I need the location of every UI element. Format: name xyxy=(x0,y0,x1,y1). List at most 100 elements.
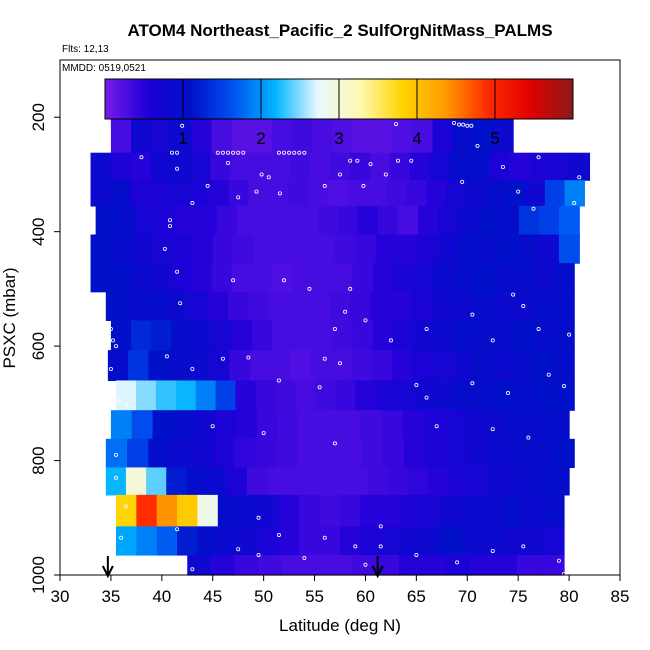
heatmap-cell xyxy=(251,263,273,293)
heatmap-cell xyxy=(426,180,447,207)
sample-point xyxy=(317,385,322,390)
sample-point xyxy=(414,552,419,557)
heatmap-cell xyxy=(289,291,311,321)
heatmap-cell xyxy=(230,152,251,181)
sample-point xyxy=(190,366,195,371)
plot-area: MMDD: 0519,0521 1 2 3 4 5 xyxy=(59,59,621,579)
sample-point xyxy=(106,381,111,386)
sample-point xyxy=(236,547,241,552)
heatmap-cell xyxy=(531,438,554,469)
heatmap-cell xyxy=(211,320,233,351)
heatmap-cell xyxy=(367,467,389,496)
sample-point xyxy=(470,312,475,317)
heatmap-cell xyxy=(412,263,434,293)
heatmap-cell xyxy=(485,180,506,207)
heatmap-cell xyxy=(151,320,172,351)
heatmap-cell xyxy=(360,494,382,527)
heatmap-cell xyxy=(277,410,299,440)
heatmap-cell xyxy=(453,263,475,293)
heatmap-cell xyxy=(294,234,316,264)
sample-point xyxy=(490,548,495,553)
heatmap-cell xyxy=(432,350,454,382)
heatmap-cell xyxy=(534,380,555,411)
heatmap-cell xyxy=(332,117,353,154)
heatmap-cell xyxy=(492,117,514,154)
heatmap-cell xyxy=(352,263,374,293)
sample-point xyxy=(175,527,180,532)
heatmap-cell xyxy=(197,494,219,527)
sample-point xyxy=(424,395,429,400)
sample-point xyxy=(302,150,307,155)
heatmap-cell xyxy=(110,320,132,351)
heatmap-cell xyxy=(498,205,520,236)
heatmap-cell xyxy=(270,152,291,181)
heatmap-cell xyxy=(171,320,193,351)
sample-point xyxy=(169,150,174,155)
heatmap-cell xyxy=(401,526,423,556)
heatmap-cell xyxy=(392,320,414,351)
sample-point xyxy=(388,338,393,343)
heatmap-cell xyxy=(403,438,426,469)
heatmap-cell xyxy=(349,152,371,181)
heatmap-cell xyxy=(564,180,585,207)
sample-point xyxy=(256,515,261,520)
heatmap-cell xyxy=(166,291,188,321)
sample-point xyxy=(516,189,521,194)
heatmap-cell xyxy=(187,554,212,576)
sample-point xyxy=(383,172,388,177)
heatmap-cell xyxy=(553,291,575,321)
heatmap-cell xyxy=(310,350,332,382)
heatmap-cell xyxy=(110,234,132,264)
heatmap-cell xyxy=(189,180,210,207)
sample-point xyxy=(167,223,172,228)
sample-point xyxy=(292,150,297,155)
heatmap-cell xyxy=(492,291,514,321)
sample-point xyxy=(277,191,282,196)
heatmap-cell xyxy=(449,152,471,181)
heatmap-cell xyxy=(250,152,271,181)
heatmap-cell xyxy=(273,234,295,264)
heatmap-cell xyxy=(233,234,255,264)
heatmap-cell xyxy=(513,320,535,351)
heatmap-cell xyxy=(90,234,112,264)
heatmap-cell xyxy=(523,494,545,527)
heatmap-cell xyxy=(485,410,508,440)
heatmap-cell xyxy=(116,494,137,527)
heatmap-cell xyxy=(380,494,402,527)
heatmap-cell xyxy=(248,291,270,321)
heatmap-cell xyxy=(352,117,373,154)
sample-point xyxy=(175,150,180,155)
sample-point xyxy=(337,172,342,177)
heatmap-cell xyxy=(128,350,150,382)
heatmap-cell xyxy=(238,494,260,527)
sample-point xyxy=(231,278,236,283)
heatmap-cell xyxy=(505,180,526,207)
y-tick-label: 200 xyxy=(29,103,48,131)
heatmap-cell xyxy=(482,526,504,556)
heatmap-cell xyxy=(533,291,555,321)
heatmap-cell xyxy=(197,526,219,556)
heatmap-cell xyxy=(523,526,545,556)
sample-point xyxy=(531,206,536,211)
heatmap-cell xyxy=(105,291,127,321)
heatmap-cell xyxy=(518,205,540,236)
heatmap-cell xyxy=(381,410,404,440)
heatmap-cell xyxy=(382,438,405,469)
heatmap-cell xyxy=(319,410,341,440)
heatmap-cell xyxy=(446,438,469,469)
heatmap-cell xyxy=(488,467,510,496)
sample-point xyxy=(236,195,241,200)
heatmap-cell xyxy=(432,117,454,154)
sample-point xyxy=(332,441,337,446)
colorbar-ticks: 1 2 3 4 5 xyxy=(178,79,500,148)
heatmap-cell xyxy=(340,410,362,440)
heatmap-cell xyxy=(253,234,275,264)
sample-point xyxy=(164,354,169,359)
sample-point xyxy=(556,558,561,563)
heatmap-cell xyxy=(135,380,157,411)
sample-point xyxy=(348,286,353,291)
sample-point xyxy=(220,356,225,361)
sample-point xyxy=(178,301,183,306)
heatmap-cell xyxy=(453,320,475,351)
